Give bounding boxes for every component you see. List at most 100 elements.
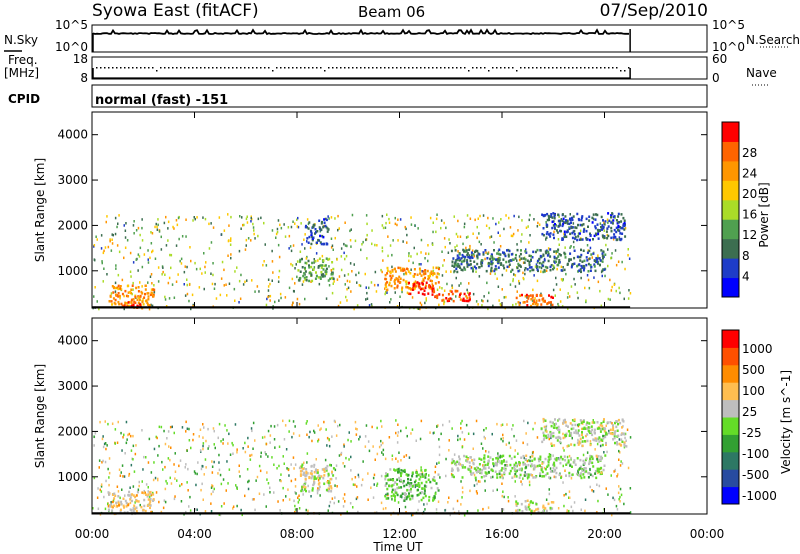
heatmap-cell (432, 284, 434, 288)
heatmap-cell (476, 249, 479, 253)
heatmap-cell (569, 422, 572, 425)
heatmap-cell (513, 273, 515, 276)
y-tick-label: 3000 (57, 379, 88, 393)
heatmap-cell (601, 439, 604, 442)
heatmap-cell (613, 433, 616, 436)
heatmap-cell (440, 432, 442, 436)
heatmap-cell (613, 436, 616, 440)
y-tick-label: 1000 (57, 470, 88, 484)
heatmap-cell (371, 242, 373, 246)
freq-point (520, 67, 522, 69)
heatmap-cell (314, 259, 317, 263)
heatmap-cell (473, 254, 476, 258)
heatmap-cell (283, 462, 285, 465)
heatmap-cell (331, 435, 333, 438)
heatmap-cell (136, 298, 139, 301)
heatmap-cell (443, 237, 446, 240)
heatmap-cell (466, 460, 469, 463)
heatmap-cell (525, 466, 528, 469)
heatmap-cell (104, 420, 106, 423)
heatmap-cell (473, 484, 476, 487)
heatmap-cell (399, 280, 402, 284)
heatmap-cell (598, 229, 601, 232)
heatmap-cell (246, 215, 248, 218)
heatmap-cell (305, 486, 307, 489)
heatmap-cell (577, 223, 579, 227)
heatmap-cell (448, 496, 450, 499)
heatmap-cell (287, 488, 289, 491)
heatmap-cell (448, 420, 451, 423)
heatmap-cell (597, 499, 599, 503)
heatmap-cell (531, 474, 534, 477)
heatmap-cell (353, 263, 355, 266)
heatmap-cell (559, 223, 562, 226)
heatmap-cell (114, 290, 117, 293)
heatmap-cell (581, 467, 584, 471)
heatmap-cell (200, 467, 203, 471)
heatmap-cell (466, 259, 469, 262)
heatmap-cell (303, 272, 306, 275)
heatmap-cell (497, 459, 500, 463)
heatmap-cell (432, 499, 434, 502)
heatmap-cell (364, 272, 366, 276)
heatmap-cell (570, 258, 572, 261)
heatmap-cell (520, 480, 522, 483)
heatmap-cell (397, 501, 400, 504)
heatmap-cell (186, 278, 188, 281)
heatmap-cell (185, 420, 187, 424)
heatmap-cell (334, 420, 336, 424)
heatmap-cell (110, 292, 113, 295)
heatmap-cell (423, 492, 426, 495)
heatmap-cell (563, 494, 565, 497)
heatmap-cell (534, 476, 537, 479)
heatmap-cell (132, 507, 135, 510)
heatmap-cell (476, 262, 479, 266)
heatmap-cell (257, 217, 260, 221)
heatmap-cell (165, 479, 167, 483)
heatmap-cell (286, 467, 288, 470)
heatmap-cell (306, 461, 308, 464)
heatmap-cell (541, 264, 544, 267)
heatmap-cell (102, 251, 105, 255)
heatmap-cell (150, 242, 153, 245)
heatmap-cell (416, 252, 418, 256)
heatmap-cell (169, 253, 171, 257)
nsearch-label: N.Search (746, 33, 800, 47)
heatmap-cell (319, 230, 321, 233)
heatmap-cell (573, 461, 576, 464)
heatmap-cell (112, 286, 115, 290)
heatmap-cell (153, 284, 155, 287)
heatmap-cell (547, 459, 550, 462)
heatmap-cell (601, 269, 604, 273)
heatmap-cell (400, 269, 403, 272)
heatmap-cell (403, 484, 406, 488)
heatmap-cell (460, 422, 462, 425)
heatmap-cell (443, 259, 445, 262)
heatmap-cell (173, 431, 175, 435)
velocity-y-label: Slant Range [km] (33, 364, 47, 468)
heatmap-cell (128, 304, 130, 308)
heatmap-cell (299, 473, 302, 476)
heatmap-cell (151, 250, 153, 254)
heatmap-cell (144, 284, 147, 287)
heatmap-cell (605, 441, 607, 445)
heatmap-cell (313, 475, 316, 478)
heatmap-cell (432, 431, 435, 435)
heatmap-cell (580, 264, 583, 268)
heatmap-cell (296, 297, 299, 301)
heatmap-cell (130, 449, 133, 452)
heatmap-cell (543, 257, 546, 261)
noise-right-tick-bottom: 10^0 (712, 40, 745, 54)
heatmap-cell (210, 272, 212, 275)
heatmap-cell (320, 427, 322, 430)
heatmap-cell (151, 304, 154, 308)
heatmap-cell (322, 260, 325, 264)
heatmap-cell (503, 227, 505, 231)
heatmap-cell (323, 275, 326, 278)
heatmap-cell (224, 424, 226, 427)
heatmap-cell (393, 280, 396, 283)
heatmap-cell (308, 475, 311, 479)
heatmap-cell (132, 458, 134, 461)
heatmap-cell (202, 447, 204, 451)
heatmap-cell (617, 418, 620, 422)
